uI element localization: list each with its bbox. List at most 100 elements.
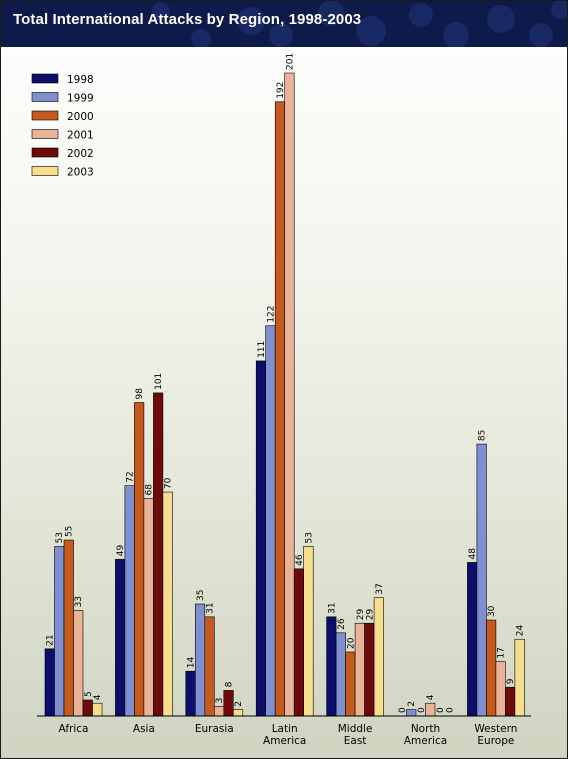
bar-western-europe-1999: [476, 443, 487, 717]
data-label-eurasia-2002: 8: [225, 681, 235, 687]
bar-western-europe-2000: [486, 619, 497, 717]
legend-swatch-2000: [31, 110, 59, 121]
data-label-north-america-2002: 0: [436, 707, 446, 713]
legend-label-2001: 2001: [67, 130, 94, 142]
bar-north-america-2001: [425, 702, 436, 717]
data-label-africa-2000: 55: [65, 526, 75, 537]
data-label-north-america-1999: 2: [407, 701, 417, 707]
bar-western-europe-1998: [467, 562, 478, 717]
bar-middle-east-1998: [326, 616, 337, 717]
legend-swatch-2003: [31, 166, 59, 176]
data-label-latin-america-1998: 111: [257, 341, 267, 358]
data-label-north-america-2003: 0: [445, 707, 455, 713]
bar-eurasia-2001: [214, 706, 225, 717]
x-tick-middle-east-line-2: East: [344, 735, 367, 747]
bar-latin-america-1998: [255, 360, 266, 717]
chart-title: Total International Attacks by Region, 1…: [13, 11, 362, 28]
data-label-western-europe-1999: 85: [478, 430, 488, 441]
legend-swatch-1999: [31, 92, 59, 102]
data-label-middle-east-1999: 26: [337, 618, 347, 630]
bar-eurasia-2003: [233, 709, 244, 717]
legend-label-2003: 2003: [67, 167, 94, 179]
data-label-africa-2001: 33: [74, 596, 84, 607]
bar-asia-2001: [143, 498, 154, 717]
data-label-middle-east-2002: 29: [365, 609, 375, 621]
data-label-asia-1998: 49: [116, 545, 126, 557]
data-label-africa-1998: 21: [46, 634, 56, 645]
data-label-middle-east-2000: 20: [346, 637, 356, 649]
data-label-eurasia-1999: 35: [196, 590, 206, 601]
data-label-north-america-1998: 0: [398, 707, 408, 713]
data-label-latin-america-1999: 122: [266, 306, 276, 323]
data-label-western-europe-2000: 30: [487, 605, 497, 617]
data-label-western-europe-2003: 24: [516, 624, 526, 636]
data-label-middle-east-2001: 29: [356, 609, 366, 621]
x-tick-western-europe-line-1: Western: [474, 723, 517, 735]
data-label-africa-2003: 4: [93, 694, 103, 700]
data-label-eurasia-1998: 14: [187, 656, 197, 668]
bar-middle-east-1999: [335, 632, 346, 717]
bar-asia-2000: [134, 402, 145, 717]
bar-asia-1998: [115, 558, 126, 717]
x-tick-africa: Africa: [59, 723, 89, 735]
legend-label-1999: 1999: [67, 93, 94, 105]
x-tick-latin-america-line-1: Latin: [272, 723, 298, 735]
bar-asia-2002: [153, 392, 164, 717]
bar-western-europe-2002: [505, 686, 516, 717]
x-tick-middle-east-line-1: Middle: [338, 723, 373, 735]
x-tick-western-europe-line-2: Europe: [477, 735, 514, 747]
bar-western-europe-2003: [514, 638, 525, 717]
x-tick-asia: Asia: [133, 723, 155, 735]
bar-eurasia-2002: [223, 690, 234, 717]
bar-latin-america-2003: [303, 546, 314, 717]
data-label-eurasia-2001: 3: [215, 698, 225, 704]
data-label-eurasia-2003: 2: [234, 701, 244, 707]
data-label-latin-america-2002: 46: [295, 554, 305, 566]
data-label-western-europe-2001: 17: [497, 647, 507, 658]
data-label-north-america-2000: 0: [417, 707, 427, 713]
data-label-asia-2003: 70: [164, 477, 174, 489]
bar-latin-america-2002: [293, 568, 305, 717]
data-label-latin-america-2003: 53: [304, 532, 314, 543]
legend-swatch-2002: [31, 147, 59, 158]
bar-asia-2003: [162, 491, 173, 717]
bar-middle-east-2003: [373, 597, 384, 717]
bar-africa-2000: [63, 539, 74, 717]
bar-middle-east-2001: [354, 622, 365, 717]
bar-eurasia-1998: [185, 670, 196, 717]
data-label-western-europe-1998: 48: [468, 548, 478, 560]
bar-asia-1999: [124, 485, 135, 717]
bar-eurasia-1999: [195, 603, 206, 717]
bar-latin-america-2001: [284, 72, 295, 717]
data-label-africa-2002: 5: [84, 691, 94, 697]
bars-layer: [44, 72, 525, 717]
legend-swatch-2001: [31, 129, 59, 139]
x-tick-labels: Africa Asia Eurasia LatinAmericaMiddleEastN…: [59, 723, 518, 747]
data-label-western-europe-2002: 9: [506, 678, 516, 684]
data-label-asia-2002: 101: [154, 373, 164, 390]
data-label-middle-east-2003: 37: [375, 583, 385, 594]
data-label-latin-america-2001: 201: [285, 53, 295, 70]
x-tick-eurasia: Eurasia: [195, 723, 234, 735]
data-label-latin-america-2000: 192: [276, 82, 286, 99]
data-label-asia-2001: 68: [145, 484, 155, 496]
data-label-north-america-2001: 4: [426, 694, 436, 700]
data-label-africa-1999: 53: [55, 532, 65, 543]
x-tick-north-america-line-1: North: [411, 723, 440, 735]
bar-africa-1999: [54, 546, 65, 717]
bar-latin-america-1999: [265, 325, 276, 717]
legend-swatch-1998: [31, 73, 59, 84]
data-labels-layer: 2153553354497298681017014353138211112219…: [46, 53, 526, 713]
legend: 1998 1999 2000 2001 2002 2003: [31, 73, 94, 179]
data-label-middle-east-1998: 31: [327, 602, 337, 613]
title-bar: Total International Attacks by Region, 1…: [1, 1, 567, 47]
bar-africa-2003: [92, 702, 103, 717]
legend-label-2000: 2000: [67, 111, 94, 123]
legend-label-2002: 2002: [67, 148, 94, 160]
bar-africa-1998: [44, 648, 55, 717]
data-label-asia-1999: 72: [126, 471, 136, 482]
bar-middle-east-2002: [364, 622, 375, 717]
bar-eurasia-2000: [204, 616, 215, 717]
bar-middle-east-2000: [345, 651, 356, 717]
